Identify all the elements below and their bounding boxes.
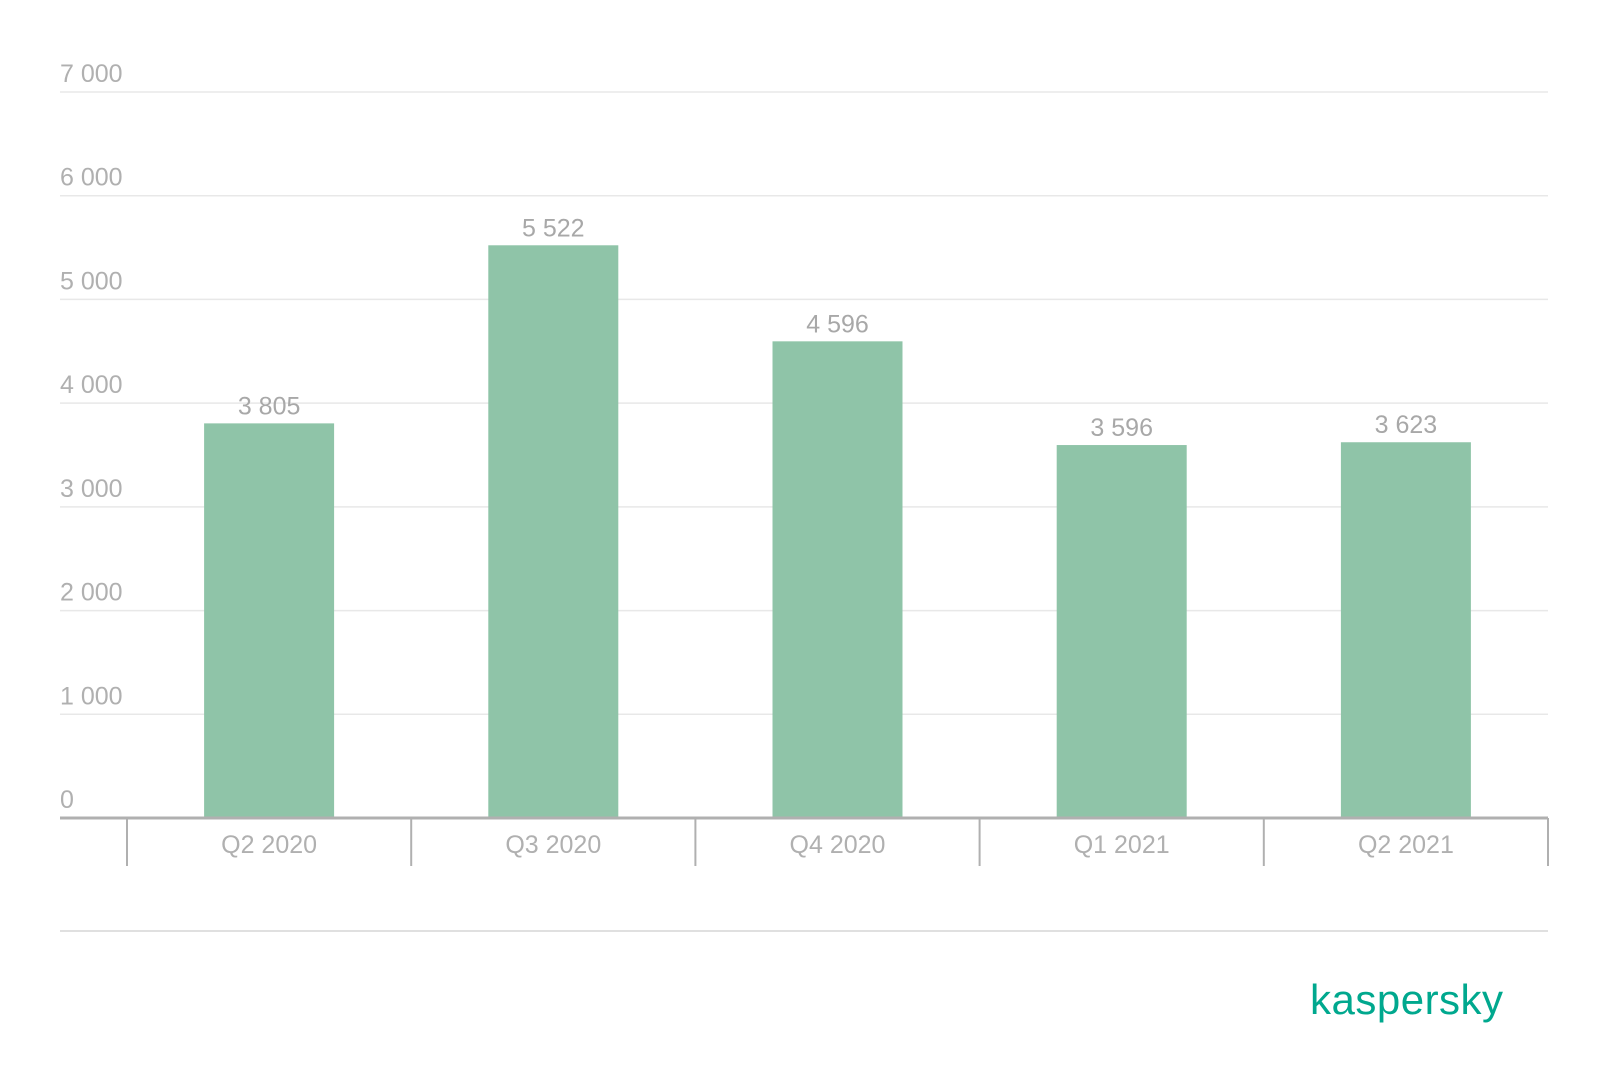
y-tick-label: 0 [60,786,74,814]
y-tick-label: 2 000 [60,579,123,607]
data-label: 4 596 [806,310,869,338]
bar [204,423,335,818]
x-tick-label: Q2 2020 [221,831,317,859]
bar [488,245,619,818]
data-label: 3 805 [238,392,301,420]
y-axis-tick-labels: 0 1 000 2 000 3 000 4 000 5 000 6 000 7 000 [60,60,123,814]
data-label: 3 596 [1090,414,1153,442]
kaspersky-logo: kaspersky [1310,976,1504,1023]
y-tick-label: 1 000 [60,682,123,710]
x-tick-label: Q2 2021 [1358,831,1454,859]
value-labels: 3 805 5 522 4 596 3 596 3 623 [238,214,1437,442]
bars [204,245,1471,818]
x-axis-category-labels: Q2 2020 Q3 2020 Q4 2020 Q1 2021 Q2 2021 [221,831,1454,859]
bar [772,341,903,818]
bar [1056,445,1187,818]
y-tick-label: 7 000 [60,60,123,88]
y-tick-label: 3 000 [60,475,123,503]
y-tick-label: 4 000 [60,371,123,399]
y-tick-label: 6 000 [60,164,123,192]
data-label: 5 522 [522,214,585,242]
bar [1340,442,1471,818]
data-label: 3 623 [1375,411,1438,439]
x-tick-label: Q1 2021 [1074,831,1170,859]
x-tick-label: Q3 2020 [505,831,601,859]
x-axis [60,816,1549,866]
y-tick-label: 5 000 [60,267,123,295]
x-tick-label: Q4 2020 [790,831,886,859]
